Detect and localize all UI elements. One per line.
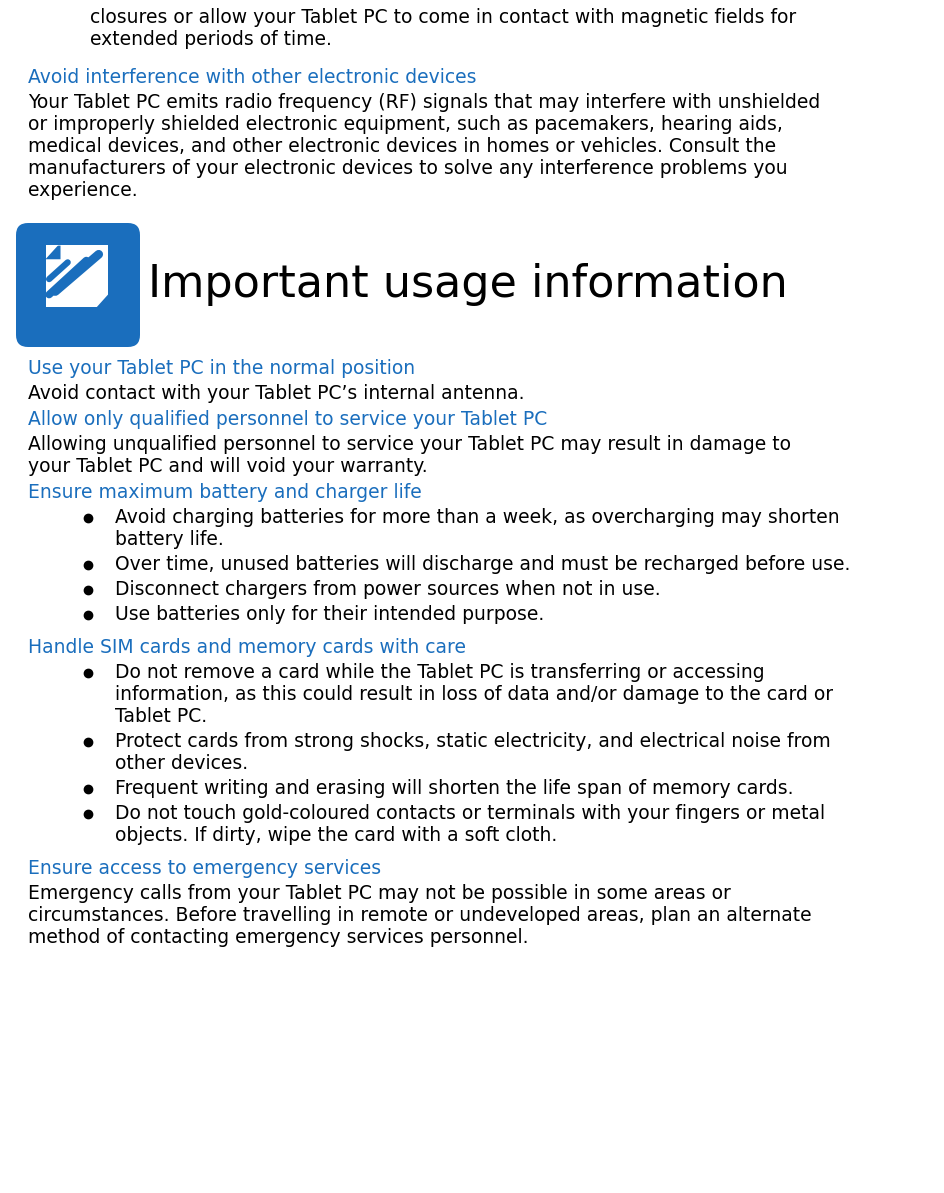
Text: manufacturers of your electronic devices to solve any interference problems you: manufacturers of your electronic devices… xyxy=(28,159,786,178)
Polygon shape xyxy=(46,245,108,307)
Text: or improperly shielded electronic equipment, such as pacemakers, hearing aids,: or improperly shielded electronic equipm… xyxy=(28,115,782,134)
Text: other devices.: other devices. xyxy=(115,754,248,773)
Text: Frequent writing and erasing will shorten the life span of memory cards.: Frequent writing and erasing will shorte… xyxy=(115,779,793,798)
Text: Your Tablet PC emits radio frequency (RF) signals that may interfere with unshie: Your Tablet PC emits radio frequency (RF… xyxy=(28,93,819,112)
Text: extended periods of time.: extended periods of time. xyxy=(90,30,331,49)
Text: medical devices, and other electronic devices in homes or vehicles. Consult the: medical devices, and other electronic de… xyxy=(28,137,775,156)
Text: Handle SIM cards and memory cards with care: Handle SIM cards and memory cards with c… xyxy=(28,638,465,657)
FancyBboxPatch shape xyxy=(16,223,140,347)
Text: closures or allow your Tablet PC to come in contact with magnetic fields for: closures or allow your Tablet PC to come… xyxy=(90,8,796,27)
Text: your Tablet PC and will void your warranty.: your Tablet PC and will void your warran… xyxy=(28,457,428,476)
Text: information, as this could result in loss of data and/or damage to the card or: information, as this could result in los… xyxy=(115,685,833,704)
Text: Do not touch gold-coloured contacts or terminals with your fingers or metal: Do not touch gold-coloured contacts or t… xyxy=(115,804,824,823)
Text: Avoid interference with other electronic devices: Avoid interference with other electronic… xyxy=(28,68,476,87)
Text: Avoid charging batteries for more than a week, as overcharging may shorten: Avoid charging batteries for more than a… xyxy=(115,508,838,527)
Text: method of contacting emergency services personnel.: method of contacting emergency services … xyxy=(28,928,528,947)
Text: Avoid contact with your Tablet PC’s internal antenna.: Avoid contact with your Tablet PC’s inte… xyxy=(28,384,524,403)
Text: Allow only qualified personnel to service your Tablet PC: Allow only qualified personnel to servic… xyxy=(28,410,547,429)
Text: Protect cards from strong shocks, static electricity, and electrical noise from: Protect cards from strong shocks, static… xyxy=(115,733,830,752)
Text: Tablet PC.: Tablet PC. xyxy=(115,707,207,727)
Text: Use batteries only for their intended purpose.: Use batteries only for their intended pu… xyxy=(115,605,544,624)
FancyBboxPatch shape xyxy=(45,246,60,259)
Text: Use your Tablet PC in the normal position: Use your Tablet PC in the normal positio… xyxy=(28,359,414,378)
Text: battery life.: battery life. xyxy=(115,530,224,549)
Text: Emergency calls from your Tablet PC may not be possible in some areas or: Emergency calls from your Tablet PC may … xyxy=(28,884,730,903)
Text: Ensure access to emergency services: Ensure access to emergency services xyxy=(28,859,380,878)
Text: Ensure maximum battery and charger life: Ensure maximum battery and charger life xyxy=(28,483,421,502)
Text: Important usage information: Important usage information xyxy=(148,264,787,307)
Text: experience.: experience. xyxy=(28,181,138,200)
Text: Disconnect chargers from power sources when not in use.: Disconnect chargers from power sources w… xyxy=(115,580,660,599)
Text: Allowing unqualified personnel to service your Tablet PC may result in damage to: Allowing unqualified personnel to servic… xyxy=(28,435,790,455)
Text: objects. If dirty, wipe the card with a soft cloth.: objects. If dirty, wipe the card with a … xyxy=(115,826,557,845)
Polygon shape xyxy=(46,245,59,259)
Text: Do not remove a card while the Tablet PC is transferring or accessing: Do not remove a card while the Tablet PC… xyxy=(115,663,764,682)
Text: Over time, unused batteries will discharge and must be recharged before use.: Over time, unused batteries will dischar… xyxy=(115,555,850,574)
Text: circumstances. Before travelling in remote or undeveloped areas, plan an alterna: circumstances. Before travelling in remo… xyxy=(28,905,811,925)
